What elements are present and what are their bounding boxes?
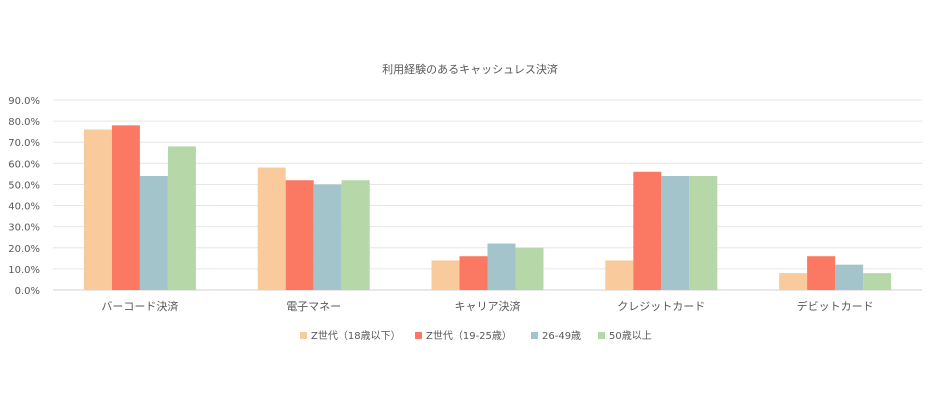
bar-3-3	[487, 243, 516, 290]
y-tick-label: 60.0%	[8, 159, 40, 170]
bar-3-4	[515, 247, 544, 290]
bar-1-4	[167, 146, 196, 290]
y-tick-label: 20.0%	[8, 244, 40, 255]
y-tick-label: 30.0%	[8, 223, 40, 234]
y-tick-label: 50.0%	[8, 180, 40, 191]
x-category-label: キャリア決済	[455, 299, 521, 313]
bar-2-2	[285, 180, 314, 290]
bar-1-3	[139, 176, 168, 290]
bar-4-4	[689, 176, 718, 290]
legend-label: 50歳以上	[609, 330, 652, 342]
bar-5-2	[807, 256, 836, 290]
bar-5-1	[779, 273, 808, 290]
y-tick-label: 0.0%	[15, 286, 40, 297]
legend: Z世代（18歳以下） Z世代（19-25歳） 26-49歳 50歳以上	[300, 330, 652, 342]
x-axis-categories: バーコード決済 電子マネー キャリア決済 クレジットカード デビットカード	[101, 299, 873, 313]
y-tick-label: 40.0%	[8, 202, 40, 213]
y-axis-ticks: 0.0% 10.0% 20.0% 30.0% 40.0% 50.0% 60.0% 70.0% 8…	[8, 96, 40, 297]
y-tick-label: 70.0%	[8, 138, 40, 149]
bar-2-4	[341, 180, 370, 290]
bar-2-3	[313, 184, 342, 290]
bar-2-1	[257, 167, 286, 290]
bar-4-1	[605, 260, 634, 290]
bar-1-1	[83, 129, 112, 290]
bars	[83, 125, 892, 290]
legend-label: Z世代（19-25歳）	[426, 330, 512, 342]
x-category-label: 電子マネー	[286, 300, 341, 313]
bar-1-2	[111, 125, 140, 290]
bar-3-2	[459, 256, 488, 290]
legend-swatch	[531, 332, 538, 339]
x-category-label: バーコード決済	[101, 299, 178, 313]
y-tick-label: 10.0%	[8, 265, 40, 276]
legend-swatch	[415, 332, 422, 339]
bar-3-1	[431, 260, 460, 290]
legend-label: Z世代（18歳以下）	[311, 330, 401, 342]
chart-title: 利用経験のあるキャッシュレス決済	[382, 62, 558, 76]
bar-4-3	[661, 176, 690, 290]
x-category-label: デビットカード	[797, 299, 874, 313]
bar-5-4	[863, 273, 892, 290]
y-tick-label: 80.0%	[8, 117, 40, 128]
x-category-label: クレジットカード	[617, 300, 705, 313]
legend-swatch	[598, 332, 605, 339]
legend-label: 26-49歳	[542, 330, 581, 342]
legend-swatch	[300, 332, 307, 339]
bar-5-3	[835, 264, 864, 290]
gridlines	[53, 99, 922, 291]
y-tick-label: 90.0%	[8, 96, 40, 107]
bar-4-2	[633, 171, 662, 290]
